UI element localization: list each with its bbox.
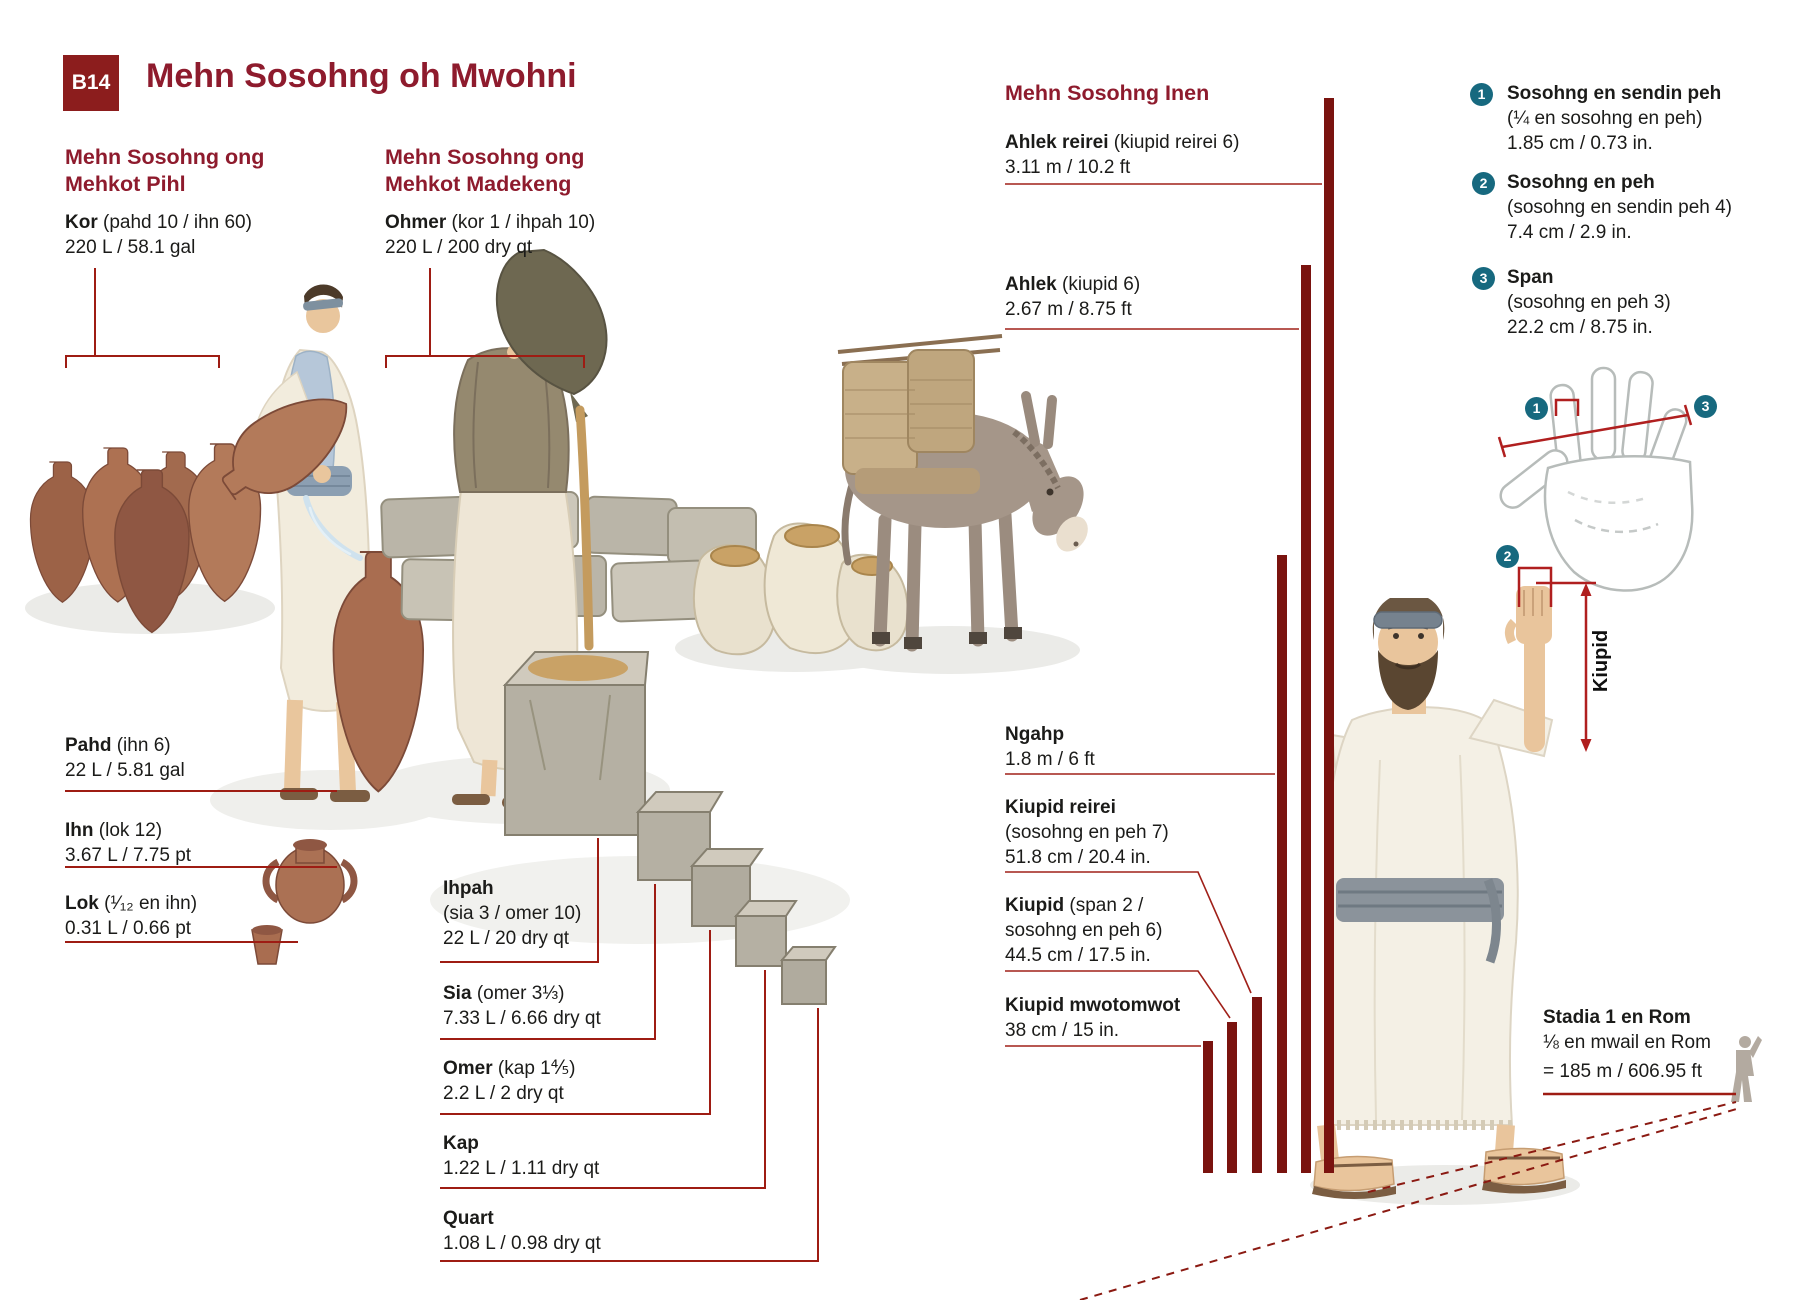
label-ahlek: Ahlek (kiupid 6) 2.67 m / 8.75 ft <box>1005 274 1141 320</box>
label-omer: Omer (kap 1⅘) 2.2 L / 2 dry qt <box>443 1058 576 1104</box>
bar-ahlek <box>1301 265 1311 1173</box>
illustration-lok-cup <box>251 925 283 965</box>
illustration-measure-boxes <box>502 651 837 1005</box>
kiupid-reirei-lead <box>1005 871 1252 994</box>
dry-section-heading: Mehn Sosohng ong Mehkot Madekeng <box>385 145 585 196</box>
span-tick-left <box>1497 436 1507 458</box>
label-span: Span (sosohng en peh 3) 22.2 cm / 8.75 i… <box>1507 267 1671 338</box>
finger-breadth-bracket <box>1554 398 1580 416</box>
label-kiupid: Kiupid (span 2 / sosohng en peh 6) 44.5 … <box>1005 895 1163 966</box>
label-kiupid-mwotomwot: Kiupid mwotomwot 38 cm / 15 in. <box>1005 995 1181 1041</box>
palm-marker-2: 2 <box>1496 545 1519 568</box>
cubit-axis-label: Kiupid <box>1590 629 1612 693</box>
label-ngahp: Ngahp 1.8 m / 6 ft <box>1005 724 1095 770</box>
palm-bracket <box>1517 566 1553 607</box>
label-kiupid-reirei: Kiupid reirei (sosohng en peh 7) 51.8 cm… <box>1005 797 1169 868</box>
illustration-stadia-figure <box>1731 1036 1762 1102</box>
label-lok: Lok (¹⁄₁₂ en ihn) 0.31 L / 0.66 pt <box>65 893 198 939</box>
linear-leader-lines <box>1005 183 1322 1047</box>
label-quart: Quart 1.08 L / 0.98 dry qt <box>443 1208 601 1254</box>
legend-marker-2: 2 <box>1472 172 1495 195</box>
hand-marker-1: 1 <box>1525 397 1548 420</box>
label-kap: Kap 1.22 L / 1.11 dry qt <box>443 1133 600 1179</box>
appendix-badge: B14 <box>63 55 119 111</box>
label-ohmer: Ohmer (kor 1 / ihpah 10) 220 L / 200 dry… <box>385 212 596 258</box>
kor-bracket <box>65 355 220 368</box>
page-title: Mehn Sosohng oh Mwohni <box>146 57 577 95</box>
illustration-ihn-jug <box>262 839 358 924</box>
hand-marker-3: 3 <box>1694 395 1717 418</box>
illustration-donkey <box>837 334 1088 652</box>
label-pahd: Pahd (ihn 6) 22 L / 5.81 gal <box>65 735 185 781</box>
linear-section-heading: Mehn Sosohng Inen <box>1005 81 1210 105</box>
label-ahlek-reirei: Ahlek reirei (kiupid reirei 6) 3.11 m / … <box>1005 132 1240 178</box>
label-kor: Kor (pahd 10 / ihn 60) 220 L / 58.1 gal <box>65 212 252 258</box>
kap-lead <box>440 970 766 1189</box>
label-handbreadth: Sosohng en peh (sosohng en sendin peh 4)… <box>1507 172 1732 243</box>
illustration-man-cubit <box>1312 586 1566 1199</box>
bar-kiupid <box>1227 1022 1237 1173</box>
label-ihpah: Ihpah (sia 3 / omer 10) 22 L / 20 dry qt <box>443 878 582 949</box>
bar-ahlek-reirei <box>1324 98 1334 1173</box>
omer-lead <box>440 930 711 1115</box>
cubit-arrowheads <box>1580 583 1592 752</box>
label-stadia: Stadia 1 en Rom ⅛ en mwail en Rom = 185 … <box>1543 1007 1711 1082</box>
ohmer-bracket <box>385 355 585 368</box>
legend-marker-1: 1 <box>1470 83 1493 106</box>
legend-marker-3: 3 <box>1472 267 1495 290</box>
bar-kiupid-reirei <box>1252 997 1262 1173</box>
bar-kiupid-mwotomwot <box>1203 1041 1213 1173</box>
label-ihn: Ihn (lok 12) 3.67 L / 7.75 pt <box>65 820 192 866</box>
leader-lines <box>65 268 819 1262</box>
sia-lead <box>440 884 656 1040</box>
label-sia: Sia (omer 3⅓) 7.33 L / 6.66 dry qt <box>443 983 601 1029</box>
illustration-grain-sacks <box>692 522 909 656</box>
bar-ngahp <box>1277 555 1287 1173</box>
illustration-hand-outline <box>1499 366 1694 592</box>
span-line <box>1501 413 1689 449</box>
ihpah-lead <box>440 838 599 963</box>
quart-lead <box>440 1008 819 1262</box>
stadia-lines <box>1079 1092 1741 1300</box>
span-tick-right <box>1683 404 1693 426</box>
liquid-section-heading: Mehn Sosohng ong Mehkot Pihl <box>65 145 265 196</box>
kiupid-lead <box>1005 970 1231 1019</box>
label-fingerbreadth: Sosohng en sendin peh (¼ en sosohng en p… <box>1507 83 1722 154</box>
